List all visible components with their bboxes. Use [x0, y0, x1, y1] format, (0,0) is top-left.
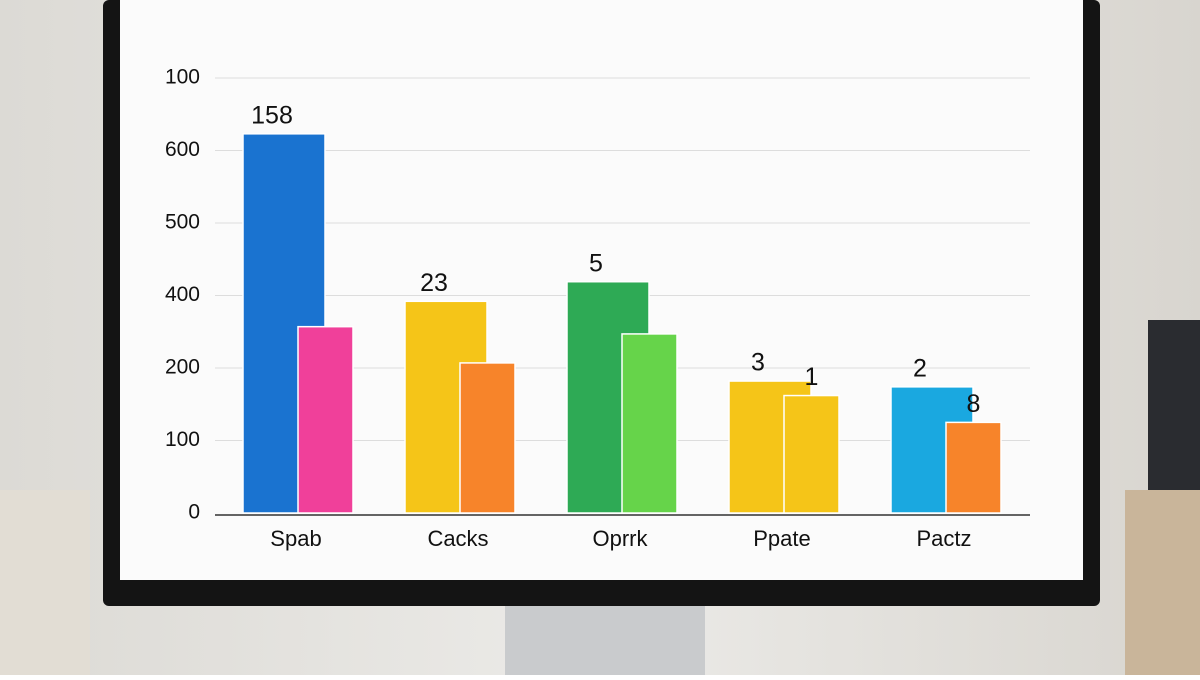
bar	[783, 394, 840, 514]
bar-label: 158	[251, 101, 293, 129]
x-tick-label: Ppate	[753, 526, 811, 551]
bar-label: 8	[967, 390, 981, 418]
shelf-right	[1125, 490, 1200, 675]
bar-label: 5	[589, 249, 603, 277]
bar-label: 23	[420, 269, 448, 297]
y-tick-label: 0	[188, 501, 200, 524]
speaker	[1148, 320, 1200, 490]
y-tick-label: 100	[165, 428, 200, 451]
y-tick-label: 600	[165, 138, 200, 161]
x-tick-label: Oprrk	[593, 526, 649, 551]
bar	[945, 421, 1002, 514]
y-tick-label: 200	[165, 356, 200, 379]
y-tick-label: 500	[165, 211, 200, 234]
bar-label: 1	[805, 363, 819, 391]
x-tick-label: Spab	[270, 526, 321, 551]
bar	[621, 333, 678, 514]
bar-label: 2	[913, 354, 927, 382]
y-tick-label: 400	[165, 283, 200, 306]
monitor-stand	[505, 600, 705, 675]
bar-label: 3	[751, 349, 765, 377]
bar	[459, 362, 516, 514]
x-tick-label: Pactz	[916, 526, 971, 551]
desk-left	[0, 490, 90, 675]
bar	[297, 325, 354, 514]
y-tick-label: 100	[165, 66, 200, 89]
x-tick-label: Cacks	[427, 526, 488, 551]
